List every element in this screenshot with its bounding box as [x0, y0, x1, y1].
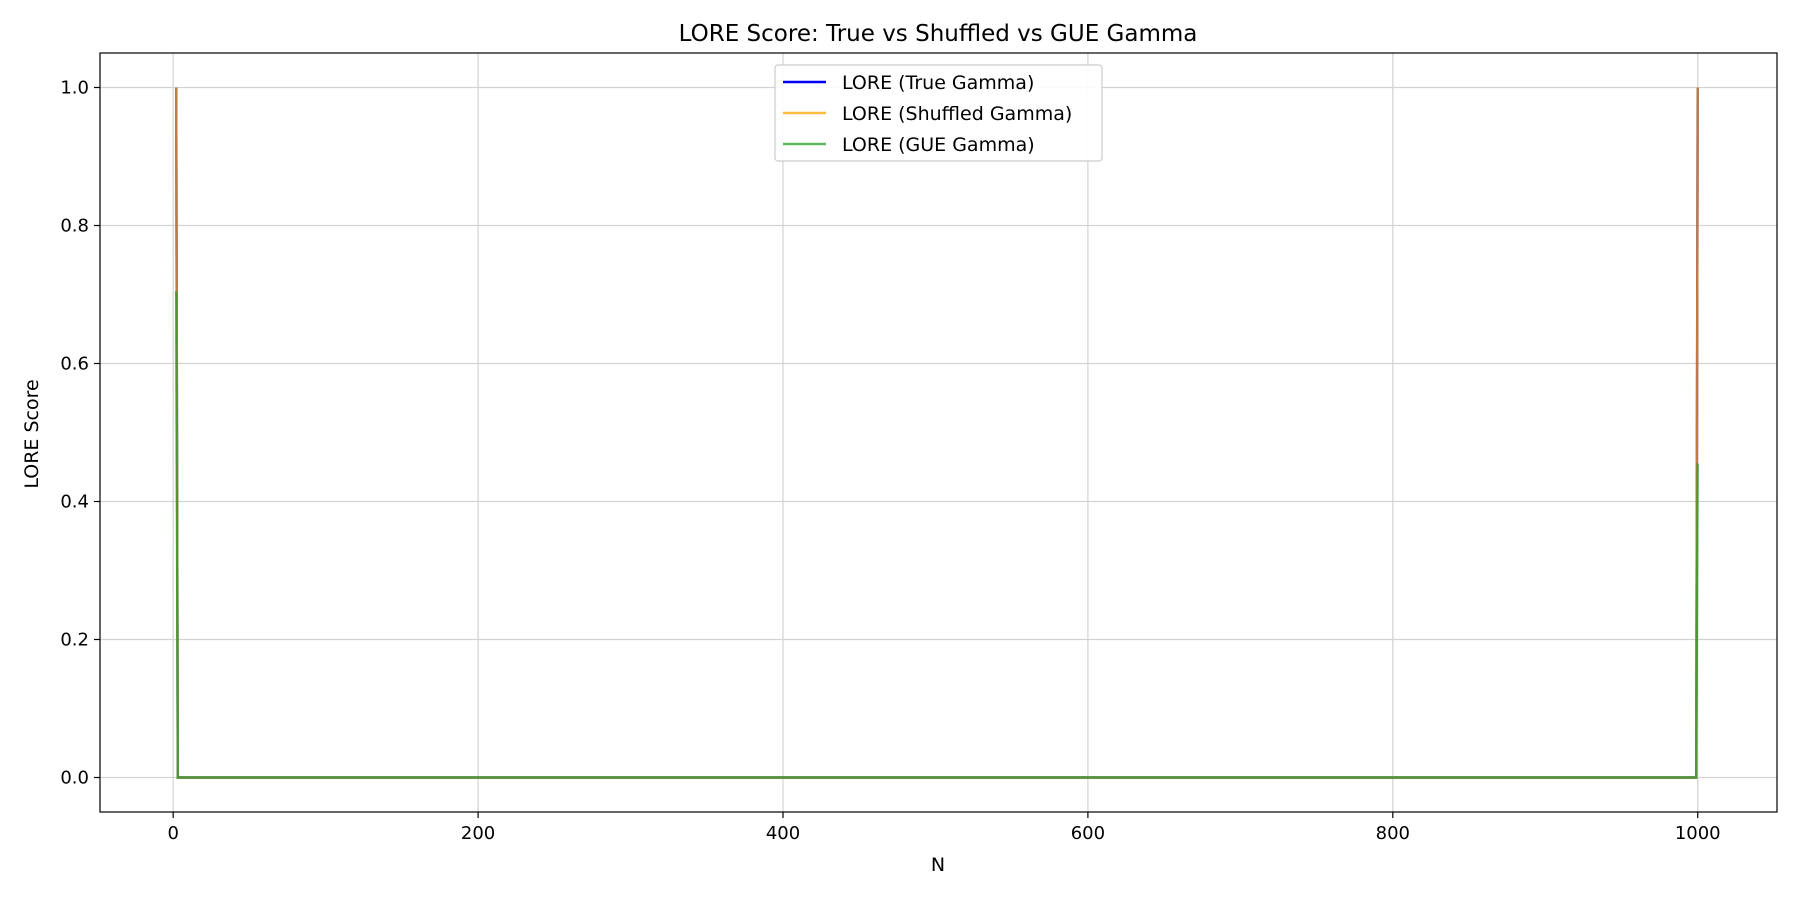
legend-label-1: LORE (True Gamma) — [842, 72, 1034, 94]
series-layer — [175, 87, 1699, 779]
plot-frame — [99, 52, 1778, 813]
x-tick-label: 1000 — [1675, 823, 1721, 844]
legend-label-3: LORE (GUE Gamma) — [842, 134, 1035, 156]
x-tick-label: 400 — [766, 823, 800, 844]
y-tick-label: 0.2 — [60, 630, 89, 651]
legend-box — [774, 64, 1103, 162]
y-tick-label: 1.0 — [60, 78, 89, 99]
legend: LORE (True Gamma) LORE (Shuffled Gamma) LO… — [774, 64, 1103, 162]
x-tick-label: 800 — [1376, 823, 1410, 844]
ticks: 0 200 400 600 800 1000 0.0 0.2 0.4 0.6 0.8 1.0 — [60, 78, 1720, 845]
series-line-3 — [175, 291, 1699, 779]
y-tick-label: 0.4 — [60, 492, 89, 513]
x-tick-label: 200 — [461, 823, 495, 844]
y-tick-label: 0.6 — [60, 354, 89, 375]
x-tick-label: 0 — [167, 823, 178, 844]
x-tick-label: 600 — [1071, 823, 1105, 844]
y-tick-label: 0.8 — [60, 216, 89, 237]
y-axis-title: LORE Score — [21, 379, 43, 488]
x-axis-title: N — [931, 854, 945, 876]
chart-title: LORE Score: True vs Shuffled vs GUE Gamm… — [679, 21, 1198, 47]
legend-label-2: LORE (Shuffled Gamma) — [842, 103, 1072, 125]
y-tick-label: 0.0 — [60, 768, 89, 789]
